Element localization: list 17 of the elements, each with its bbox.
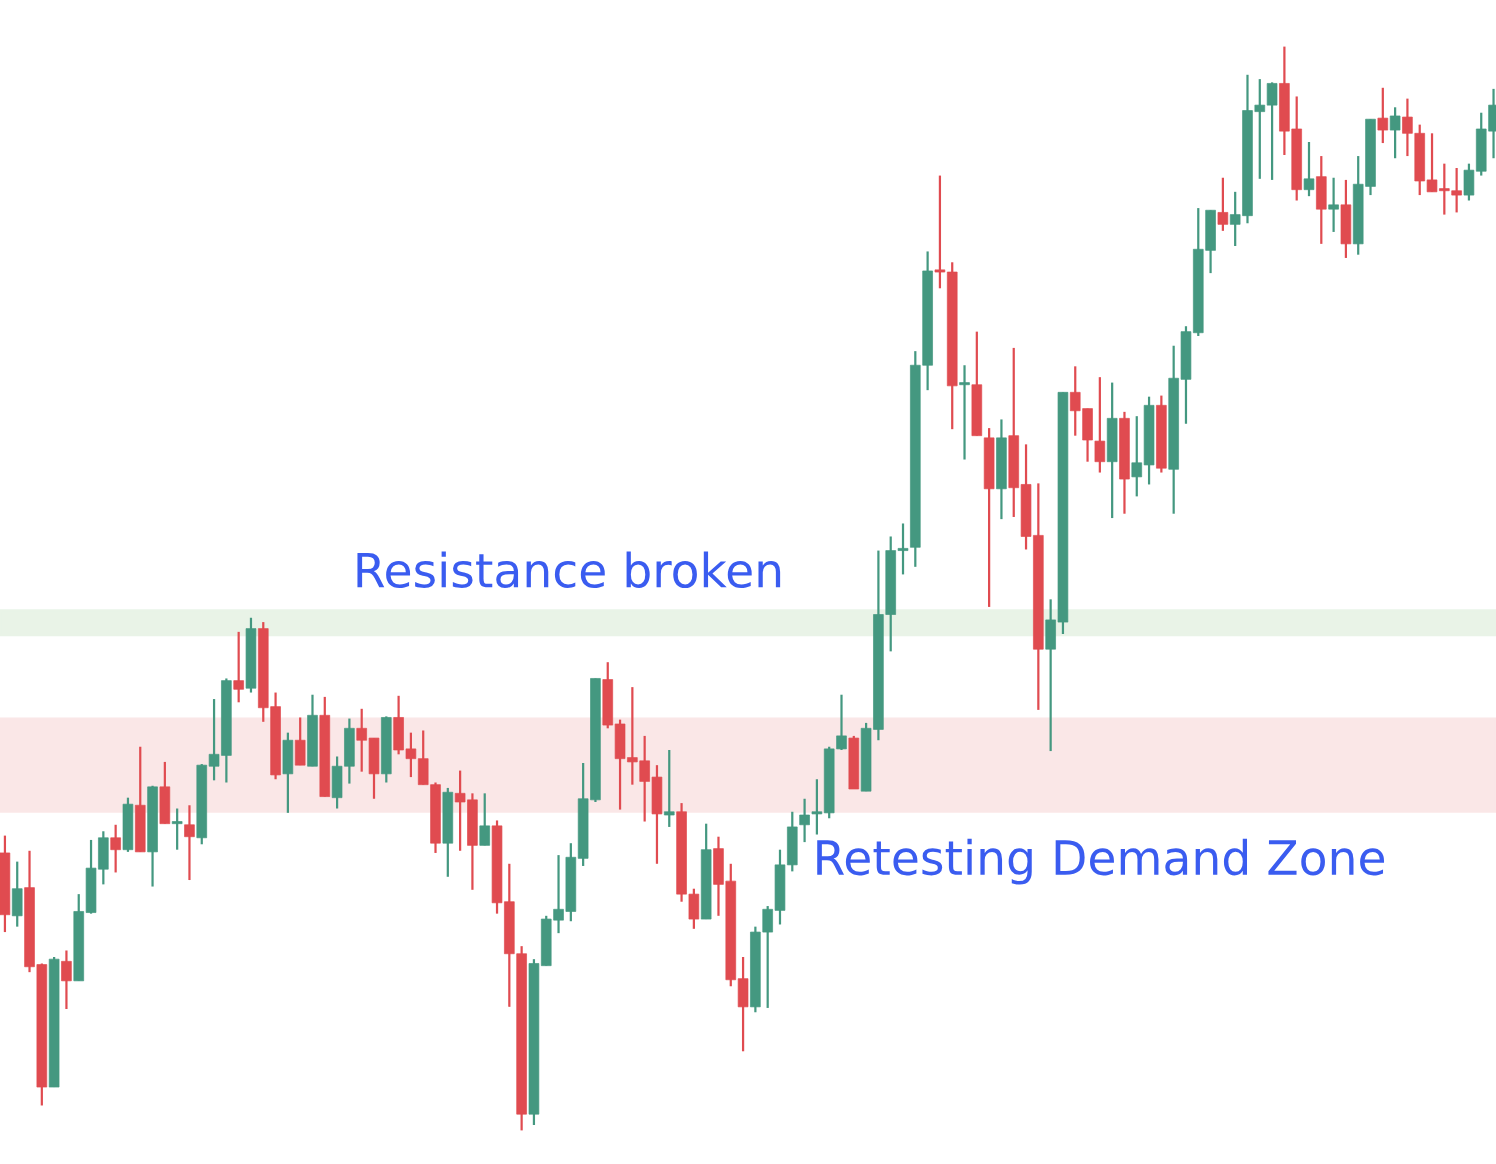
candlestick (1377, 86, 1389, 145)
candlestick (171, 807, 183, 851)
candlestick (1303, 140, 1315, 198)
candlestick (61, 949, 72, 1011)
candlestick (479, 792, 490, 847)
candlestick (1266, 81, 1278, 182)
band-label: Resistance broken (357, 551, 781, 589)
candlestick (663, 748, 675, 829)
candlestick (959, 364, 970, 461)
candlestick (1328, 176, 1339, 234)
candlestick (1389, 106, 1401, 160)
candlestick (110, 823, 121, 874)
candlestick (934, 174, 946, 290)
candlestick (184, 804, 195, 882)
candlestick (233, 630, 244, 704)
band-label: Retesting Demand Zone (817, 838, 1385, 885)
candlestick (1217, 176, 1229, 232)
